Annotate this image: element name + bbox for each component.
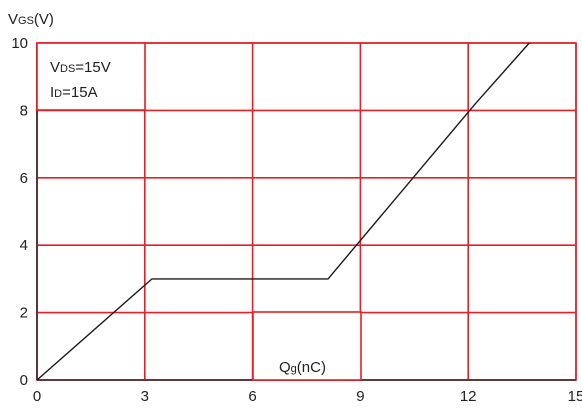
annotation-vds: VDS=15V [50, 59, 111, 76]
x-tick-label: 15 [568, 388, 582, 405]
series-line [36, 42, 530, 381]
xlabel-box [252, 311, 362, 381]
x-tick-label: 12 [460, 388, 477, 405]
x-tick-label: 6 [248, 388, 256, 405]
y-tick-label: 10 [11, 35, 28, 52]
x-tick-label: 9 [356, 388, 364, 405]
y-tick-labels: 0 2 4 6 8 10 [11, 35, 28, 389]
annotation-id: ID=15A [50, 84, 98, 101]
y-tick-label: 8 [20, 102, 28, 119]
x-tick-label: 3 [141, 388, 149, 405]
label-boxes [36, 42, 362, 381]
x-tick-labels: 0 3 6 9 12 15 [33, 388, 582, 405]
annotation-box [36, 42, 146, 111]
y-tick-label: 2 [20, 305, 28, 322]
y-axis-title: VGS(V) [8, 11, 54, 28]
y-tick-label: 4 [20, 237, 28, 254]
x-tick-label: 0 [33, 388, 41, 405]
y-tick-label: 6 [20, 170, 28, 187]
x-axis-title: Qg(nC) [279, 359, 326, 376]
y-tick-label: 0 [20, 372, 28, 389]
series-layer [36, 42, 530, 381]
